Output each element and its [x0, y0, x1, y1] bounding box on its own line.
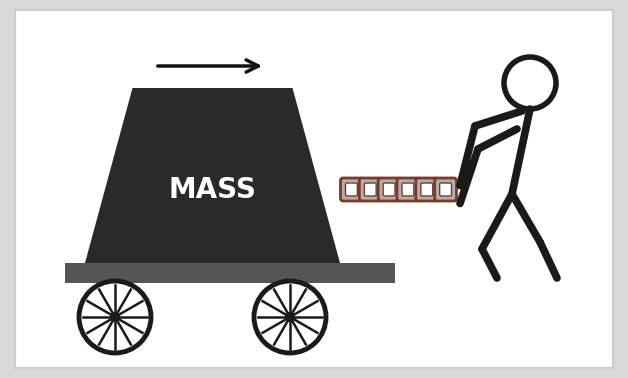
Circle shape — [504, 57, 556, 109]
FancyBboxPatch shape — [383, 183, 395, 196]
Bar — [65, 263, 395, 283]
Circle shape — [111, 313, 119, 321]
FancyBboxPatch shape — [340, 178, 362, 201]
FancyBboxPatch shape — [421, 183, 433, 196]
FancyBboxPatch shape — [378, 178, 400, 201]
Text: MASS: MASS — [168, 175, 256, 203]
FancyBboxPatch shape — [359, 178, 381, 201]
Polygon shape — [85, 88, 340, 263]
FancyBboxPatch shape — [364, 183, 376, 196]
Circle shape — [286, 313, 295, 321]
FancyBboxPatch shape — [402, 183, 414, 196]
FancyBboxPatch shape — [435, 178, 457, 201]
FancyBboxPatch shape — [345, 183, 357, 196]
FancyBboxPatch shape — [416, 178, 438, 201]
Circle shape — [79, 281, 151, 353]
Circle shape — [254, 281, 326, 353]
FancyBboxPatch shape — [397, 178, 419, 201]
FancyBboxPatch shape — [440, 183, 452, 196]
